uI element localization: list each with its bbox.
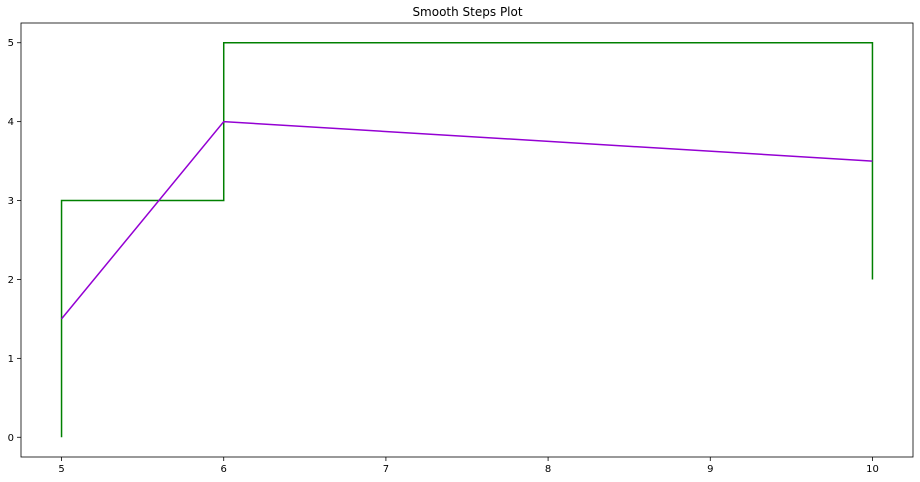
y-tick-label: 4	[8, 117, 14, 128]
y-tick-label: 2	[8, 275, 14, 286]
x-tick-label: 9	[707, 464, 713, 475]
x-tick-label: 6	[221, 464, 227, 475]
y-tick-label: 3	[8, 196, 14, 207]
y-tick-label: 0	[8, 433, 14, 444]
x-tick-label: 8	[545, 464, 551, 475]
x-tick-label: 7	[383, 464, 389, 475]
axes-frame	[20, 22, 914, 458]
y-tick-label: 1	[8, 354, 14, 365]
series-line-2	[60, 120, 873, 320]
chart-title: Smooth Steps Plot	[412, 5, 523, 19]
x-tick-label: 10	[866, 464, 879, 475]
series-line-1	[60, 41, 874, 438]
y-tick-label: 5	[8, 38, 14, 49]
x-tick-label: 5	[58, 464, 64, 475]
